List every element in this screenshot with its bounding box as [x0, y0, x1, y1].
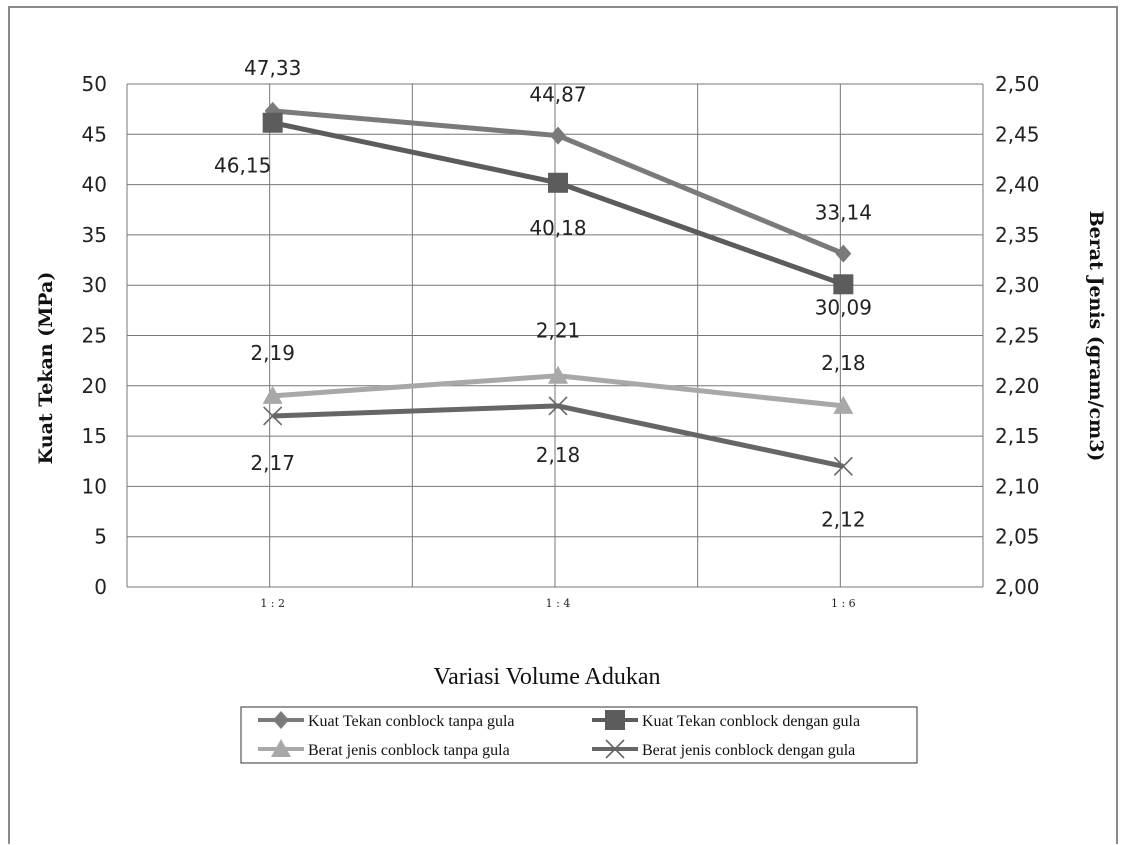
data-label: 47,33: [244, 56, 301, 80]
y-tick-label-left: 25: [82, 324, 107, 348]
y-axis-title-left: Kuat Tekan (MPa): [35, 272, 57, 465]
legend-label: Berat jenis conblock tanpa gula: [308, 742, 510, 759]
y-tick-label-right: 2,20: [995, 374, 1040, 398]
data-label: 2,12: [821, 507, 866, 531]
marker-square: [605, 710, 625, 730]
x-axis-title: Variasi Volume Adukan: [433, 664, 660, 690]
legend-label: Kuat Tekan conblock dengan gula: [642, 713, 860, 730]
legend-label: Berat jenis conblock dengan gula: [642, 742, 855, 759]
data-label: 44,87: [529, 83, 586, 107]
x-tick-label: 1 : 2: [260, 597, 285, 610]
data-label: 40,18: [529, 216, 586, 240]
x-axis-categories: 1 : 2 1 : 4 1 : 6: [260, 597, 855, 610]
y-tick-label-left: 10: [82, 474, 107, 498]
data-label: 33,14: [815, 201, 872, 225]
marker-diamond: [273, 711, 289, 729]
y-tick-label-right: 2,15: [995, 424, 1040, 448]
marker-x: [548, 396, 568, 416]
marker-triangle: [262, 385, 283, 404]
y-tick-label-left: 20: [82, 374, 107, 398]
y-tick-label-left: 50: [82, 72, 107, 96]
y-tick-label-left: 35: [82, 223, 107, 247]
series-line: [272, 120, 845, 287]
y-tick-label-right: 2,45: [995, 122, 1040, 146]
marker-x: [833, 456, 853, 476]
marker-square: [262, 112, 283, 133]
y-tick-label-right: 2,25: [995, 324, 1040, 348]
marker-square: [548, 172, 568, 193]
y-tick-label-right: 2,40: [995, 173, 1040, 197]
grid: [126, 83, 984, 588]
y-tick-label-right: 2,35: [995, 223, 1040, 247]
marker-triangle: [833, 395, 854, 414]
x-tick-label: 1 : 4: [546, 597, 571, 610]
y-tick-label-right: 2,05: [995, 525, 1040, 549]
y-tick-label-right: 2,30: [995, 273, 1040, 297]
data-label: 2,18: [536, 443, 581, 467]
y-tick-label-left: 45: [82, 122, 107, 146]
y-tick-label-left: 5: [94, 525, 107, 549]
legend-box: [240, 706, 918, 764]
marker-diamond: [550, 126, 566, 145]
data-label: 30,09: [815, 295, 872, 319]
y-tick-label-left: 30: [82, 273, 107, 297]
y-tick-label-left: 0: [94, 575, 107, 599]
marker-x-stroke: [833, 456, 853, 476]
y-tick-label-left: 40: [82, 173, 107, 197]
data-label: 2,17: [250, 451, 295, 475]
marker-triangle: [271, 739, 291, 757]
y-tick-label-left: 15: [82, 424, 107, 448]
data-label: 2,18: [821, 351, 866, 375]
y-tick-label-right: 2,00: [995, 575, 1040, 599]
y-tick-label-right: 2,10: [995, 474, 1040, 498]
marker-x: [263, 406, 283, 426]
y-axis-title-right: Berat Jenis (gram/cm3): [1085, 211, 1107, 462]
legend: Kuat Tekan conblock tanpa gula Kuat Tekan…: [240, 706, 918, 764]
data-label: 2,19: [250, 341, 295, 365]
data-label: 2,21: [536, 319, 581, 343]
marker-triangle: [548, 365, 568, 384]
data-label: 46,15: [214, 154, 271, 178]
marker-x-stroke: [548, 396, 568, 416]
marker-square: [833, 274, 854, 295]
legend-label: Kuat Tekan conblock tanpa gula: [308, 713, 515, 730]
y-tick-label-right: 2,50: [995, 72, 1040, 96]
marker-x-stroke: [263, 406, 283, 426]
x-tick-label: 1 : 6: [831, 597, 856, 610]
chart-frame: [8, 6, 1118, 844]
right-axis-ticks: 2,00 2,05 2,10 2,15 2,20 2,25 2,30 2,35 2,40 2,45…: [995, 72, 1040, 599]
marker-x-stroke: [605, 739, 625, 759]
left-axis-ticks: 0 5 10 15 20 25 30 35 40 45 50: [82, 72, 107, 599]
marker-x: [605, 739, 625, 759]
data-labels: 47,33 44,87 33,14 46,15 40,18 30,09 2,19 2,21 2,…: [214, 56, 872, 531]
marker-diamond: [835, 244, 852, 263]
series-group: [262, 101, 854, 476]
